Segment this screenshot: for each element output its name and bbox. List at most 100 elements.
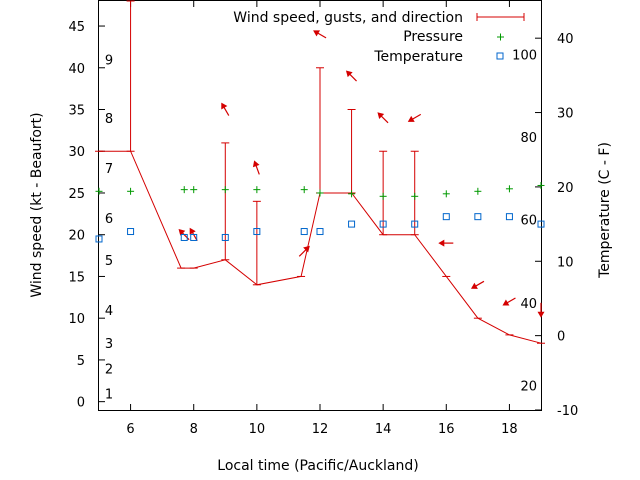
- wind-direction-arrow: [438, 239, 454, 247]
- beaufort-label: 4: [105, 304, 113, 319]
- y-left-tick-label: 35: [68, 104, 85, 119]
- x-tick-label: 16: [438, 422, 455, 437]
- fahrenheit-label: 20: [520, 379, 537, 394]
- pressure-point: [180, 186, 188, 194]
- y-right-tick-label: 10: [557, 255, 574, 270]
- temperature-point: [253, 228, 261, 236]
- beaufort-label: 5: [105, 254, 113, 269]
- pressure-point: [411, 192, 419, 200]
- y-left-tick-label: 30: [68, 145, 85, 160]
- pressure-point: [127, 187, 135, 195]
- y-left-tick-label: 25: [68, 187, 85, 202]
- y-axis-right-title: Temperature (C - F): [597, 142, 613, 279]
- temperature-point: [379, 220, 387, 228]
- legend-wind-label: Wind speed, gusts, and direction: [233, 10, 463, 26]
- y-left-tick-label: 20: [68, 229, 85, 244]
- arrow-shaft: [506, 297, 516, 304]
- pressure-point: [474, 187, 482, 195]
- arrow-shaft: [317, 32, 327, 39]
- temperature-point: [537, 220, 545, 228]
- arrow-head: [377, 112, 385, 119]
- x-tick-label: 6: [126, 422, 134, 437]
- temperature-point: [505, 213, 513, 221]
- pressure-point: [505, 185, 513, 193]
- pressure-point: [348, 190, 356, 198]
- pressure-point: [95, 187, 103, 195]
- temperature-point: [348, 220, 356, 228]
- wind-direction-arrow: [470, 280, 485, 289]
- y-left-tick-label: 15: [68, 270, 85, 285]
- beaufort-label: 7: [105, 162, 113, 177]
- wind-direction-arrow: [537, 302, 545, 318]
- y-right-tick-label: 0: [557, 330, 565, 345]
- beaufort-label: 2: [105, 362, 113, 377]
- x-tick-label: 10: [249, 422, 266, 437]
- x-tick-label: 14: [375, 422, 392, 437]
- legend: Wind speed, gusts, and direction Pressure…: [233, 10, 525, 65]
- pressure-point: [537, 181, 545, 189]
- arrow-head: [303, 245, 310, 253]
- wind-direction-arrow: [298, 245, 310, 257]
- arrow-shaft: [298, 248, 307, 257]
- temperature-point: [474, 213, 482, 221]
- pressure-point: [221, 186, 229, 194]
- x-tick-label: 18: [501, 422, 518, 437]
- pressure-point: [316, 189, 324, 197]
- y-right-tick-label: 30: [557, 107, 574, 122]
- temperature-point: [316, 228, 324, 236]
- arrow-head: [438, 239, 445, 247]
- wind-direction-arrow: [502, 297, 516, 306]
- legend-temperature-label: Temperature: [373, 49, 463, 65]
- pressure-point: [379, 192, 387, 200]
- x-tick-label: 12: [312, 422, 329, 437]
- series-layer: [95, 0, 545, 344]
- y-left-tick-label: 0: [77, 396, 85, 411]
- temperature-point: [180, 233, 188, 241]
- arrow-head: [189, 227, 196, 235]
- pressure-point: [300, 186, 308, 194]
- arrow-head: [178, 229, 186, 236]
- arrow-head: [221, 102, 228, 110]
- arrow-head: [407, 115, 415, 122]
- wind-direction-arrow: [345, 70, 357, 82]
- pressure-point: [253, 186, 261, 194]
- y-right-tick-label: 40: [557, 32, 574, 47]
- legend-pressure-label: Pressure: [403, 29, 463, 45]
- wind-direction-arrow: [377, 112, 389, 124]
- temperature-point: [221, 233, 229, 241]
- fahrenheit-label: 60: [520, 214, 537, 229]
- y-axis-left-title: Wind speed (kt - Beaufort): [29, 112, 45, 297]
- pressure-point: [190, 186, 198, 194]
- wind-direction-arrow: [252, 160, 260, 175]
- arrow-shaft: [349, 73, 357, 82]
- beaufort-label: 3: [105, 337, 113, 352]
- x-axis-title: Local time (Pacific/Auckland): [217, 458, 418, 474]
- pressure-point: [442, 190, 450, 198]
- y-left-tick-label: 45: [68, 20, 85, 35]
- y-left-tick-label: 10: [68, 312, 85, 327]
- fahrenheit-label: 100: [512, 49, 537, 64]
- arrow-shaft: [411, 113, 422, 120]
- temperature-point: [300, 228, 308, 236]
- arrow-shaft: [380, 115, 389, 124]
- temperature-point: [95, 235, 103, 243]
- temperature-point: [127, 228, 135, 236]
- legend-temperature-swatch: [496, 52, 504, 60]
- fahrenheit-label: 40: [520, 297, 537, 312]
- plot-frame: [98, 0, 542, 411]
- temperature-point: [442, 213, 450, 221]
- arrow-head: [313, 30, 321, 37]
- x-tick-label: 8: [190, 422, 198, 437]
- arrow-head: [502, 299, 510, 306]
- wind-direction-arrow: [221, 102, 230, 116]
- y-right-tick-label: 20: [557, 181, 574, 196]
- arrow-head: [252, 160, 260, 168]
- axis-ticks: 6 8 10 12 14 16 18051015202530354045-100102030…: [68, 1, 578, 437]
- beaufort-label: 9: [105, 53, 113, 68]
- arrow-head: [470, 282, 478, 289]
- temperature-point: [411, 220, 419, 228]
- arrow-shaft: [475, 280, 485, 287]
- temperature-point: [190, 233, 198, 241]
